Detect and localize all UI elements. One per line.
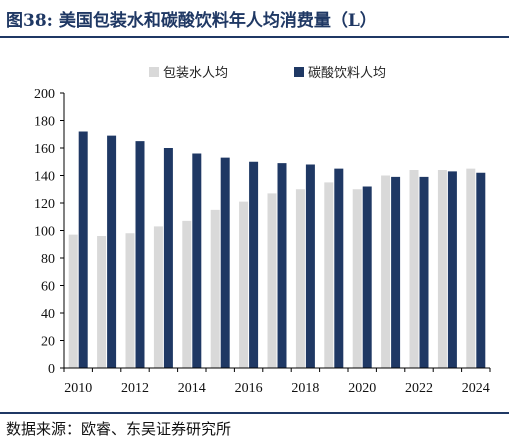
y-tick-label: 180	[34, 115, 55, 130]
bar-water-2012	[125, 233, 135, 368]
y-tick-label: 40	[41, 307, 55, 322]
figure-source: 数据来源：欧睿、东吴证券研究所	[6, 420, 232, 438]
bar-soda-2010	[78, 131, 88, 368]
bar-water-2017	[267, 193, 277, 369]
y-tick-label: 160	[34, 142, 55, 157]
y-tick-label: 120	[34, 197, 55, 212]
bar-soda-2016	[249, 161, 259, 368]
bar-water-2018	[295, 189, 305, 368]
bar-water-2019	[324, 182, 334, 369]
bar-water-2010	[68, 234, 78, 369]
x-tick-label: 2020	[348, 381, 376, 396]
bar-water-2015	[210, 209, 220, 369]
bar-soda-2013	[163, 148, 173, 368]
bar-water-2021	[381, 175, 391, 368]
x-tick-label: 2016	[235, 381, 263, 396]
bar-soda-2015	[220, 157, 230, 369]
bar-soda-2020	[362, 186, 372, 368]
legend-swatch-water	[149, 67, 159, 77]
x-tick-label: 2022	[405, 381, 433, 396]
x-tick-label: 2018	[291, 381, 319, 396]
y-tick-label: 20	[41, 335, 55, 350]
x-axis-ticks: 2010 2012 2014 2016 2018 2020 2022 2024	[63, 368, 491, 396]
x-tick-label: 2010	[64, 381, 92, 396]
x-tick-label: 2014	[178, 381, 206, 396]
bar-soda-2022	[419, 176, 429, 369]
x-tick-label: 2024	[462, 381, 490, 396]
legend-label-soda: 碳酸饮料人均	[308, 66, 386, 81]
bar-soda-2014	[192, 153, 202, 368]
bar-soda-2012	[135, 141, 145, 369]
bar-soda-2024	[476, 172, 486, 368]
y-tick-label: 60	[41, 280, 55, 295]
legend: 包装水人均 碳酸饮料人均	[149, 66, 386, 81]
bar-water-2022	[409, 170, 419, 368]
bar-water-2011	[97, 236, 107, 368]
bar-soda-2017	[277, 163, 287, 369]
bar-soda-2021	[391, 176, 401, 369]
bar-water-2024	[466, 168, 476, 369]
bar-soda-2018	[305, 164, 315, 368]
bar-water-2014	[182, 220, 192, 369]
bars	[68, 131, 486, 369]
bar-soda-2023	[447, 171, 457, 369]
y-axis-ticks: 0 20 40 60 80 100 120 140 160 180 200	[34, 87, 64, 377]
source-rule	[0, 412, 509, 414]
figure-header: 图38: 美国包装水和碳酸饮料年人均消费量（L）	[0, 0, 509, 36]
legend-label-water: 包装水人均	[163, 66, 228, 81]
legend-swatch-soda	[294, 67, 304, 77]
y-tick-label: 0	[48, 362, 55, 377]
y-tick-label: 80	[41, 252, 55, 267]
figure-title: 图38: 美国包装水和碳酸饮料年人均消费量（L）	[6, 11, 377, 31]
y-tick-label: 140	[34, 170, 55, 185]
bar-chart: 包装水人均 碳酸饮料人均 020406080100120140160180200 …	[34, 66, 491, 396]
bar-soda-2019	[334, 168, 344, 369]
bar-water-2023	[437, 170, 447, 368]
bar-water-2013	[153, 226, 163, 369]
bar-water-2016	[239, 201, 249, 369]
bar-water-2020	[352, 189, 362, 368]
y-tick-label: 100	[34, 225, 55, 240]
title-rule	[0, 36, 509, 38]
y-tick-label: 200	[34, 87, 55, 102]
bar-soda-2011	[107, 135, 117, 369]
x-tick-label: 2012	[121, 381, 149, 396]
